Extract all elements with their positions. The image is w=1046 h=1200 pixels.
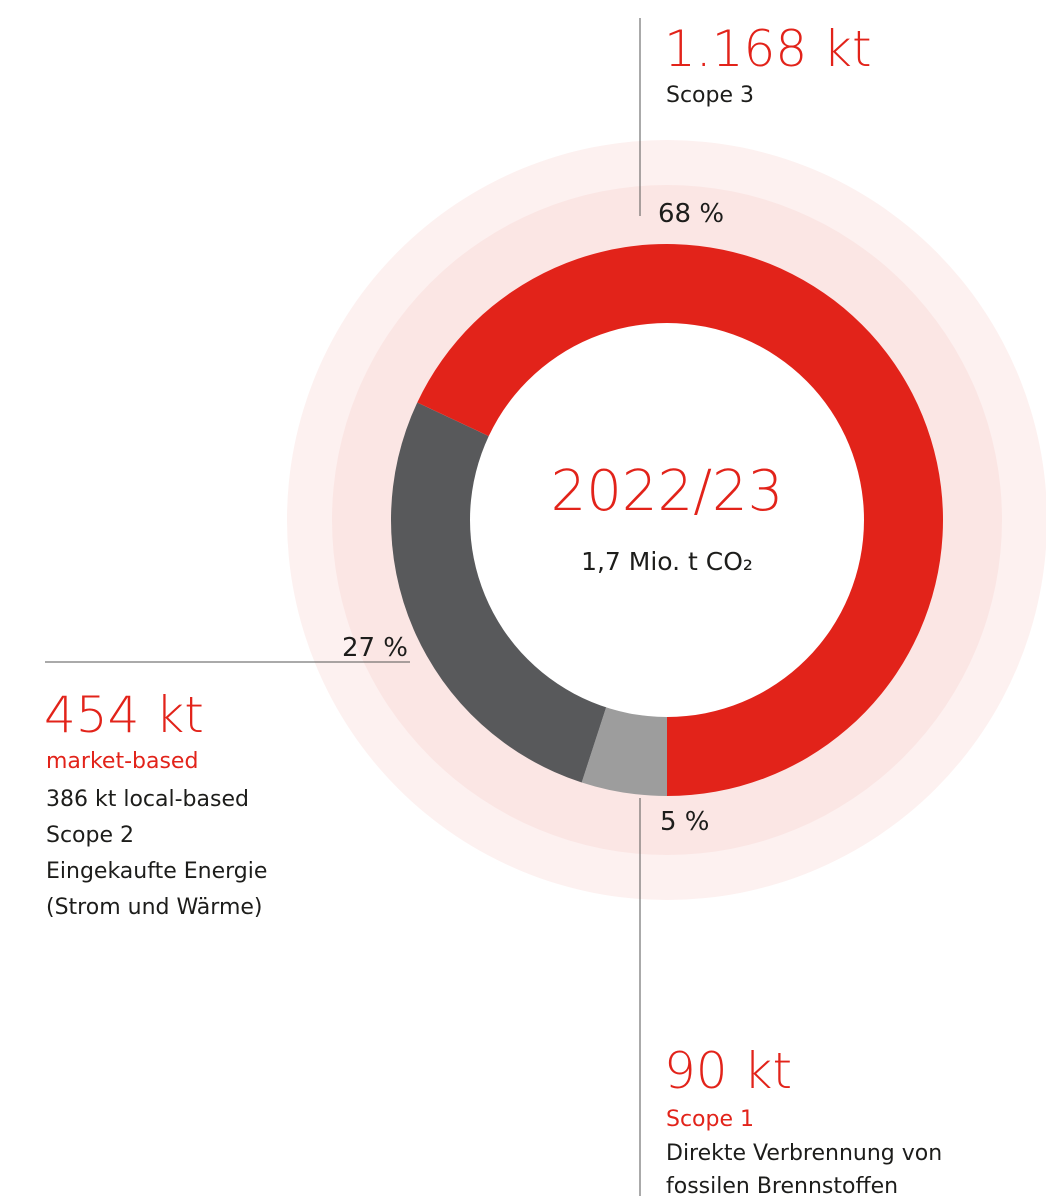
note: (Strom und Wärme) xyxy=(46,895,263,920)
chart-title: 2022/23 xyxy=(551,459,784,524)
chart-subtitle: 1,7 Mio. t CO₂ xyxy=(581,547,753,576)
amount-label: 454 kt xyxy=(44,686,204,744)
note: fossilen Brennstoffen xyxy=(666,1174,898,1199)
amount-label: 1.168 kt xyxy=(664,20,872,78)
value-label: 68 % xyxy=(658,199,724,229)
category-label: Scope 1 xyxy=(666,1107,754,1132)
value-label: 27 % xyxy=(342,633,408,663)
note: Eingekaufte Energie xyxy=(46,859,267,884)
amount-label: 90 kt xyxy=(664,1042,792,1100)
category-label: Scope 3 xyxy=(666,83,754,108)
donut-hole xyxy=(470,323,864,717)
category-label: Scope 2 xyxy=(46,823,134,848)
value-label: 5 % xyxy=(660,807,710,837)
note: Direkte Verbrennung von xyxy=(666,1141,942,1166)
note: market-based xyxy=(46,749,198,774)
note: 386 kt local-based xyxy=(46,787,249,812)
